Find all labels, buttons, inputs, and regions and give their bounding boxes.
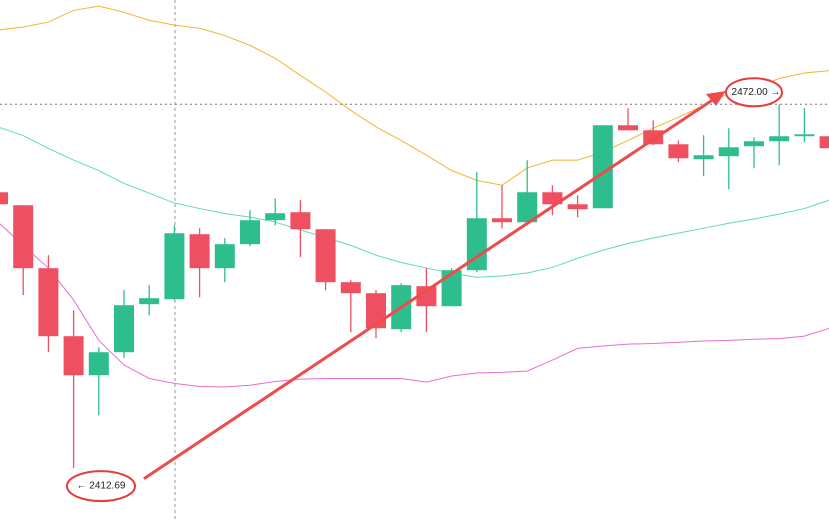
arrow-line	[143, 97, 716, 480]
candle-body	[139, 298, 160, 305]
candle-body	[265, 213, 286, 221]
candle-body	[164, 233, 185, 300]
candle-body	[340, 282, 361, 294]
candle-body	[744, 141, 764, 147]
candle-body	[769, 136, 790, 142]
candle-body	[819, 136, 829, 149]
candle-body	[618, 125, 638, 131]
candle-body	[0, 192, 8, 205]
candle-body	[718, 147, 739, 157]
trend-arrow	[143, 91, 726, 480]
annotation-ring	[66, 470, 136, 503]
candle-body	[290, 212, 311, 230]
candle-body	[592, 125, 613, 209]
candle-body	[13, 205, 34, 269]
candles	[0, 104, 829, 469]
candle-body	[668, 144, 689, 159]
candle-body	[38, 268, 59, 337]
candle-body	[189, 234, 210, 269]
candle-body	[416, 286, 437, 307]
annotation-label: 2472.00 →	[732, 87, 781, 98]
candle-body	[693, 155, 714, 160]
candle-body	[214, 244, 235, 269]
candle-body	[643, 130, 664, 145]
candle-body	[240, 220, 260, 245]
bands	[0, 5, 829, 388]
candle-body	[517, 192, 538, 223]
band-line	[0, 127, 829, 278]
candle-body	[542, 192, 563, 205]
band-line	[0, 223, 829, 388]
annotation-label: ← 2412.69	[77, 481, 126, 492]
candle-body	[492, 218, 512, 223]
annotation-ring	[725, 77, 783, 108]
candle-body	[114, 305, 134, 353]
candle-body	[567, 204, 588, 210]
candle-body	[794, 134, 815, 137]
annotations: ← 2412.69 2472.00 →	[0, 77, 829, 503]
candle-body	[441, 270, 462, 307]
candle-body	[88, 352, 109, 376]
candle-body	[315, 229, 336, 283]
arrow-head	[706, 91, 726, 106]
candle-body	[466, 218, 487, 271]
candle-body	[63, 336, 84, 376]
band-line	[0, 5, 829, 186]
